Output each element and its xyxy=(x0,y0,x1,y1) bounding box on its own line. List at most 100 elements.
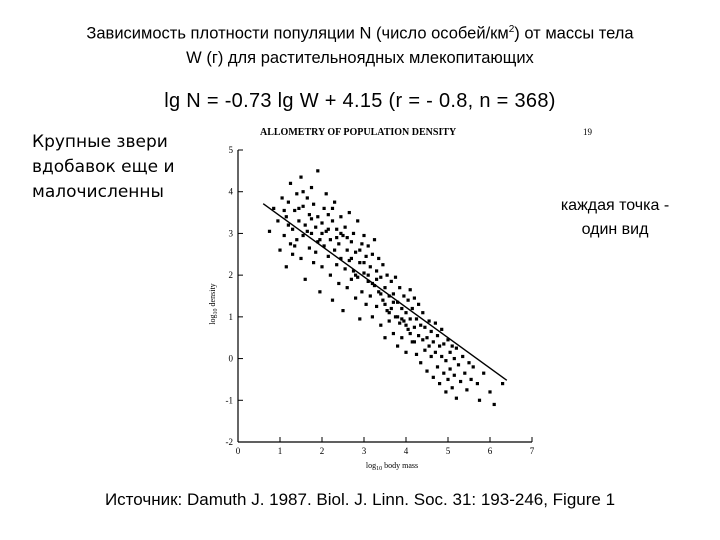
data-point xyxy=(421,338,425,342)
data-point xyxy=(469,377,473,382)
data-point xyxy=(488,390,492,394)
data-point xyxy=(419,323,423,327)
data-point xyxy=(316,169,320,173)
data-point xyxy=(288,181,293,185)
data-point xyxy=(341,233,345,238)
data-point xyxy=(301,204,305,208)
data-point xyxy=(272,206,276,210)
y-axis-label: log10 density xyxy=(208,283,219,324)
data-point xyxy=(402,319,406,323)
data-point xyxy=(284,215,288,219)
data-point xyxy=(375,277,379,281)
data-point xyxy=(364,254,368,258)
data-point xyxy=(444,359,448,363)
data-point xyxy=(423,348,427,352)
title-line-1: Зависимость плотности популяции N (число… xyxy=(86,24,634,43)
y-tick-label: 3 xyxy=(229,228,234,238)
x-tick-label: 2 xyxy=(320,446,325,456)
data-point xyxy=(345,236,349,240)
data-point xyxy=(372,238,377,242)
data-point xyxy=(431,375,435,379)
data-point xyxy=(358,261,362,265)
data-point xyxy=(358,317,362,321)
right-note: каждая точка - один вид xyxy=(540,194,690,242)
data-point xyxy=(414,317,419,321)
data-point xyxy=(295,238,299,242)
data-point xyxy=(391,292,395,296)
data-point xyxy=(387,311,391,315)
scatter-chart: ALLOMETRY OF POPULATION DENSITY 19 0 1 2 3 4… xyxy=(208,127,593,472)
data-point xyxy=(389,279,393,283)
data-point xyxy=(440,354,444,359)
scanned-figure: ALLOMETRY OF POPULATION DENSITY 19 0 1 2 3 4… xyxy=(196,116,600,474)
data-point xyxy=(387,294,391,298)
data-point xyxy=(324,229,328,233)
data-point xyxy=(408,331,412,336)
x-axis-label: log10 body mass xyxy=(366,461,418,472)
data-point xyxy=(385,309,389,313)
data-point xyxy=(429,354,433,359)
data-point xyxy=(349,240,353,244)
data-point xyxy=(400,306,404,311)
data-point xyxy=(391,331,395,336)
left-note-line-1: Крупные звери xyxy=(32,132,168,152)
data-point xyxy=(454,396,458,400)
data-point xyxy=(326,213,330,217)
data-point xyxy=(362,233,366,238)
x-tick-label: 5 xyxy=(446,446,451,456)
data-point xyxy=(446,377,450,382)
data-point xyxy=(368,294,372,298)
data-point xyxy=(314,250,318,254)
data-point xyxy=(343,225,347,229)
data-point xyxy=(330,206,335,210)
data-point xyxy=(459,379,463,384)
data-point xyxy=(347,258,351,263)
data-point xyxy=(433,321,437,325)
data-point xyxy=(398,286,402,290)
data-point xyxy=(404,311,408,315)
data-point xyxy=(379,323,383,327)
y-tick-label: 2 xyxy=(229,270,234,280)
data-point xyxy=(341,309,345,313)
data-point xyxy=(314,225,318,229)
data-point xyxy=(417,302,421,306)
data-point xyxy=(362,271,366,275)
data-point xyxy=(312,261,316,265)
data-point xyxy=(391,300,395,304)
data-point xyxy=(328,238,332,242)
data-point xyxy=(339,231,343,236)
data-point xyxy=(280,196,284,200)
data-point xyxy=(379,275,383,279)
data-point xyxy=(293,208,297,213)
data-point xyxy=(381,263,385,267)
data-point xyxy=(305,196,309,200)
data-point xyxy=(335,236,339,240)
data-point xyxy=(442,342,446,346)
y-tick-label: 1 xyxy=(229,312,234,322)
data-point xyxy=(396,315,400,319)
x-tick-label: 4 xyxy=(404,446,409,456)
data-point xyxy=(318,290,322,294)
data-point xyxy=(433,350,437,354)
data-point xyxy=(366,273,370,277)
data-point xyxy=(492,402,496,407)
data-point xyxy=(364,302,368,306)
y-tick-label: -2 xyxy=(226,437,234,447)
data-point xyxy=(354,296,358,300)
data-point xyxy=(383,302,387,306)
data-point xyxy=(349,256,353,261)
data-point xyxy=(286,223,290,227)
data-point xyxy=(446,338,450,342)
data-point xyxy=(452,373,456,377)
chart-title: ALLOMETRY OF POPULATION DENSITY xyxy=(260,127,457,138)
slide-title: Зависимость плотности популяции N (число… xyxy=(0,18,720,70)
data-point xyxy=(383,336,387,340)
x-tick-label: 0 xyxy=(236,446,241,456)
data-point xyxy=(349,277,353,281)
data-point xyxy=(429,329,433,334)
data-point xyxy=(356,275,360,279)
data-point xyxy=(324,192,328,196)
x-tick-label: 6 xyxy=(488,446,493,456)
data-point xyxy=(412,340,416,344)
data-point xyxy=(412,325,416,329)
